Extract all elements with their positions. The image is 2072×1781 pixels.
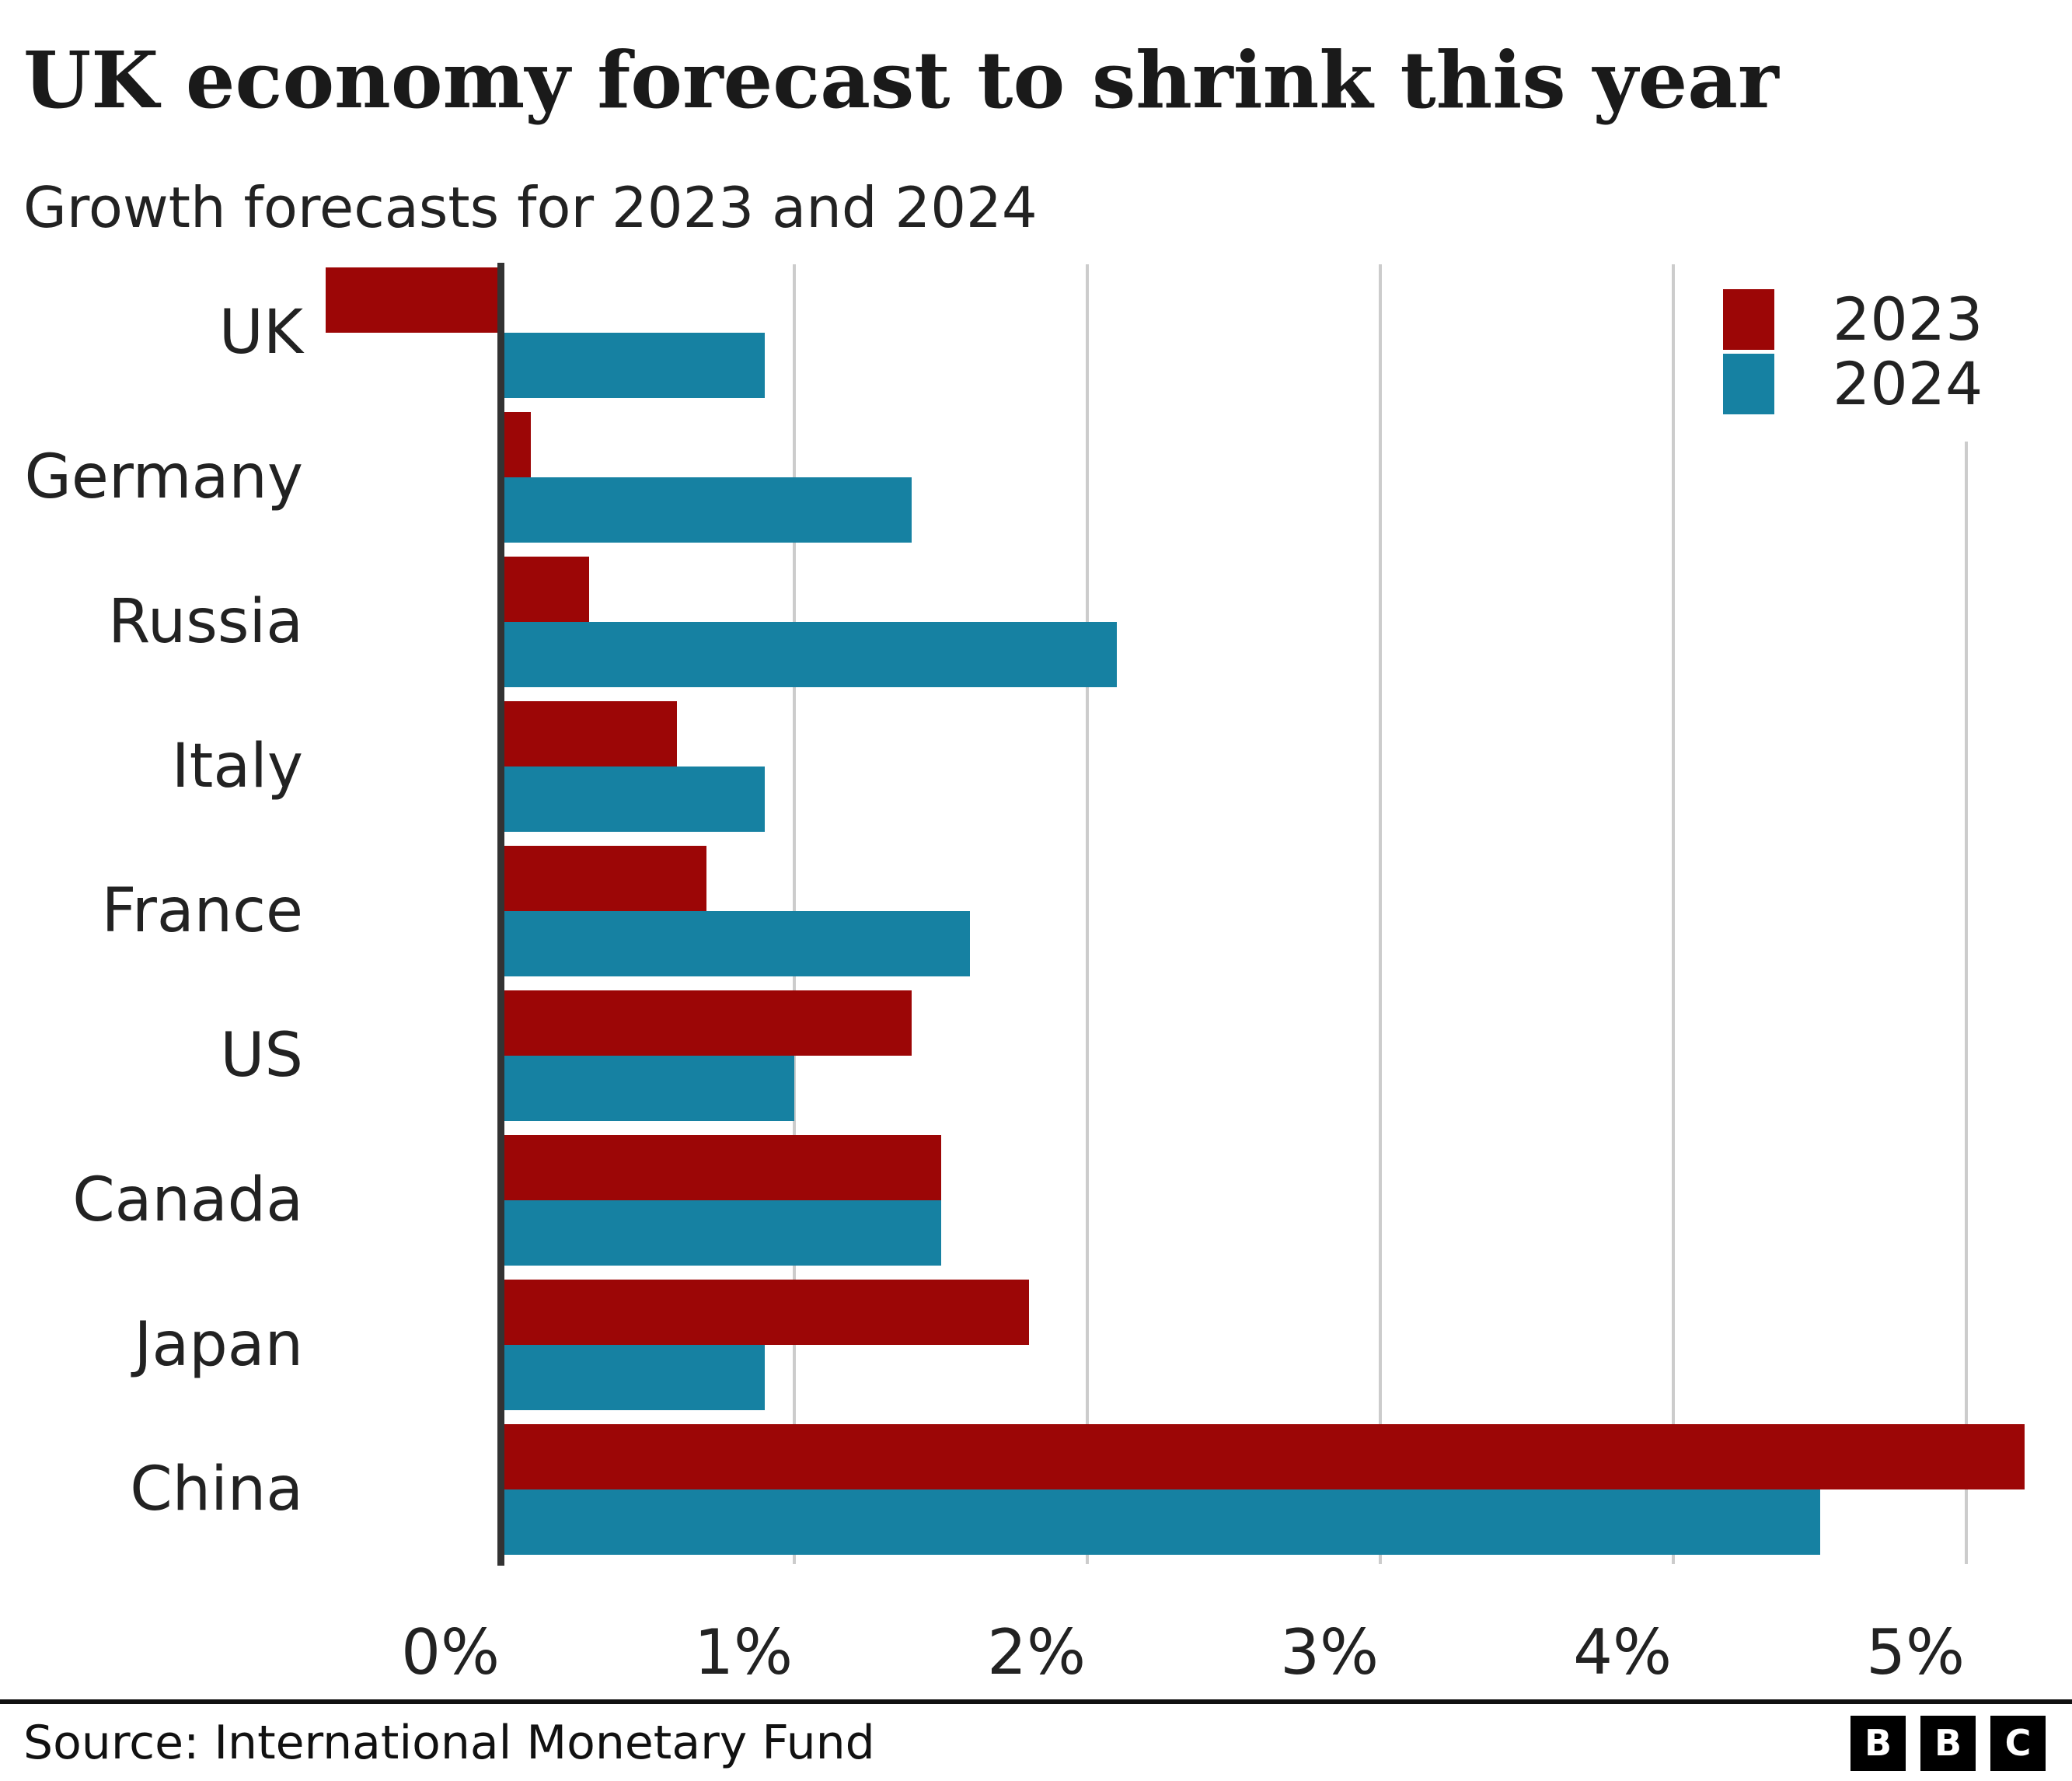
bbc-logo-box-2: B <box>1920 1716 1976 1771</box>
bar-2023-japan <box>501 1280 1029 1345</box>
bbc-logo-box-3: C <box>1990 1716 2046 1771</box>
x-tick-label-1pct: 1% <box>694 1616 793 1688</box>
category-label-china: China <box>130 1454 303 1524</box>
gridline-4pct <box>1672 264 1675 1564</box>
legend-label-2024: 2024 <box>1833 349 1983 418</box>
gridline-3pct <box>1379 264 1382 1564</box>
chart-subtitle: Growth forecasts for 2023 and 2024 <box>23 175 1038 240</box>
bar-2024-france <box>501 911 971 976</box>
legend-label-2023: 2023 <box>1833 285 1983 354</box>
category-label-germany: Germany <box>24 442 303 512</box>
bar-2024-canada <box>501 1200 941 1266</box>
bar-2024-us <box>501 1056 794 1121</box>
x-tick-label-4pct: 4% <box>1573 1616 1672 1688</box>
category-label-uk: UK <box>218 298 303 368</box>
footer-divider <box>0 1699 2072 1704</box>
category-label-us: US <box>220 1021 303 1091</box>
legend-swatch-2023 <box>1723 289 1774 350</box>
bar-2023-china <box>501 1424 2025 1489</box>
gridline-5pct <box>1965 264 1968 1564</box>
bar-2023-germany <box>501 412 531 477</box>
x-tick-label-0pct: 0% <box>401 1616 500 1688</box>
bar-2023-uk <box>325 267 501 333</box>
y-axis-line <box>497 263 504 1566</box>
bar-2024-russia <box>501 622 1117 687</box>
bar-2023-russia <box>501 557 590 622</box>
category-label-italy: Italy <box>171 732 303 801</box>
bar-2023-canada <box>501 1135 941 1200</box>
category-label-france: France <box>101 876 303 946</box>
chart-title: UK economy forecast to shrink this year <box>23 34 1779 126</box>
source-text: Source: International Monetary Fund <box>23 1716 875 1770</box>
bar-2024-italy <box>501 767 766 832</box>
category-label-canada: Canada <box>72 1165 303 1235</box>
x-tick-label-2pct: 2% <box>987 1616 1086 1688</box>
bar-2023-italy <box>501 701 678 767</box>
x-tick-label-3pct: 3% <box>1280 1616 1379 1688</box>
category-label-japan: Japan <box>134 1310 303 1380</box>
legend-swatch-2024 <box>1723 354 1774 414</box>
bar-2024-china <box>501 1489 1820 1555</box>
bar-2024-japan <box>501 1345 766 1410</box>
category-label-russia: Russia <box>108 587 303 657</box>
bar-2023-france <box>501 846 706 911</box>
bar-2024-uk <box>501 333 766 398</box>
bar-2024-germany <box>501 477 912 543</box>
x-tick-label-5pct: 5% <box>1866 1616 1965 1688</box>
gridline-2pct <box>1086 264 1089 1564</box>
bar-2023-us <box>501 990 912 1056</box>
bbc-logo-box-1: B <box>1850 1716 1906 1771</box>
